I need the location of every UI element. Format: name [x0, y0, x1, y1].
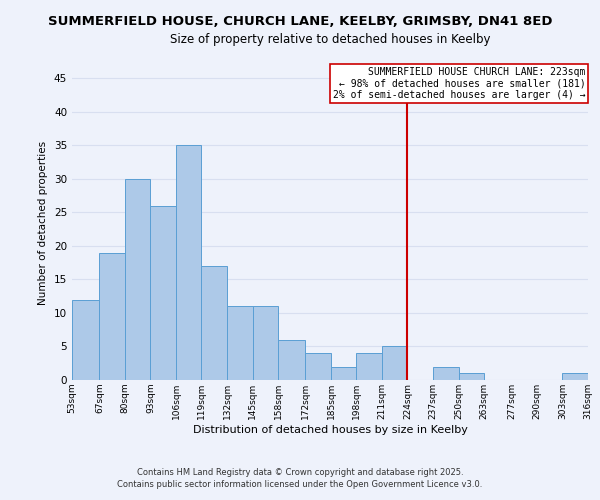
Bar [253, 306, 278, 380]
Bar [305, 353, 331, 380]
X-axis label: Distribution of detached houses by size in Keelby: Distribution of detached houses by size … [193, 424, 467, 434]
Bar [227, 306, 253, 380]
Bar [151, 206, 176, 380]
Bar [562, 374, 588, 380]
Text: SUMMERFIELD HOUSE CHURCH LANE: 223sqm
← 98% of detached houses are smaller (181): SUMMERFIELD HOUSE CHURCH LANE: 223sqm ← … [333, 66, 586, 100]
Bar [331, 366, 356, 380]
Bar [202, 266, 227, 380]
Bar [125, 179, 151, 380]
Bar [100, 252, 125, 380]
Bar [382, 346, 407, 380]
Text: Contains HM Land Registry data © Crown copyright and database right 2025.
Contai: Contains HM Land Registry data © Crown c… [118, 468, 482, 489]
Text: SUMMERFIELD HOUSE, CHURCH LANE, KEELBY, GRIMSBY, DN41 8ED: SUMMERFIELD HOUSE, CHURCH LANE, KEELBY, … [48, 15, 552, 28]
Bar [433, 366, 458, 380]
Title: Size of property relative to detached houses in Keelby: Size of property relative to detached ho… [170, 33, 490, 46]
Bar [278, 340, 305, 380]
Y-axis label: Number of detached properties: Number of detached properties [38, 140, 49, 304]
Bar [458, 374, 484, 380]
Bar [72, 300, 100, 380]
Bar [356, 353, 382, 380]
Bar [176, 146, 202, 380]
